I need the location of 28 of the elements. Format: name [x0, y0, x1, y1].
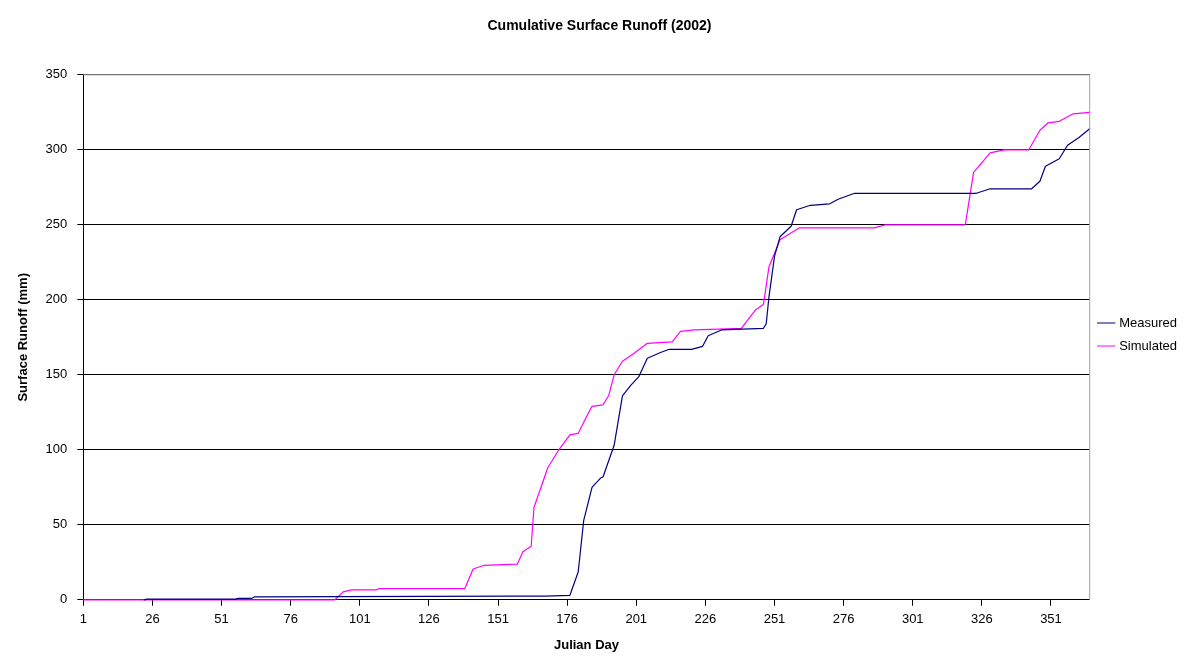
- y-tick-label: 0: [60, 591, 68, 607]
- x-tick-label: 51: [214, 611, 229, 627]
- chart-title: Cumulative Surface Runoff (2002): [487, 17, 712, 34]
- x-tick-label: 301: [901, 611, 924, 627]
- x-tick-label: 126: [418, 611, 440, 627]
- legend-label: Simulated: [1119, 337, 1177, 353]
- x-tick-label: 226: [694, 611, 717, 627]
- x-axis-title: Julian Day: [553, 636, 620, 652]
- x-tick-label: 101: [348, 611, 371, 627]
- x-tick-label: 151: [487, 611, 509, 627]
- x-tick-label: 76: [283, 611, 298, 627]
- y-axis-title: Surface Runoff (mm): [15, 273, 31, 402]
- x-tick-label: 251: [763, 611, 786, 627]
- x-tick-label: 276: [832, 611, 855, 627]
- y-tick-label: 250: [45, 216, 68, 232]
- x-tick-label: 1: [79, 611, 87, 627]
- x-tick-label: 351: [1040, 611, 1062, 627]
- y-tick-label: 300: [45, 141, 68, 157]
- y-tick-label: 50: [52, 516, 68, 532]
- x-tick-label: 176: [556, 611, 578, 627]
- y-tick-label: 200: [45, 291, 68, 307]
- y-tick-label: 150: [45, 366, 68, 382]
- x-tick-label: 26: [145, 611, 160, 627]
- y-tick-label: 350: [45, 66, 68, 82]
- legend-label: Measured: [1119, 314, 1177, 330]
- x-tick-label: 326: [971, 611, 993, 627]
- y-tick-label: 100: [45, 441, 68, 457]
- x-tick-label: 201: [625, 611, 648, 627]
